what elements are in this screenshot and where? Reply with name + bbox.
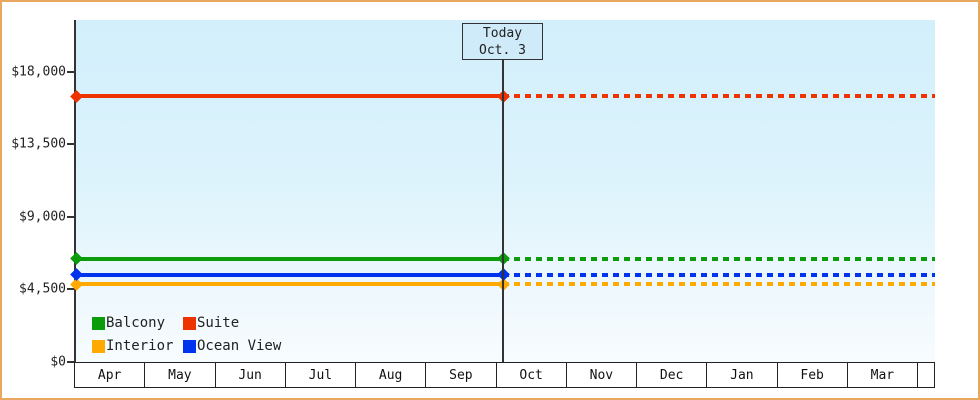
series-line-solid (76, 256, 503, 261)
y-axis-tick-label: $4,500 (19, 281, 66, 297)
legend-label: Ocean View (197, 338, 282, 354)
series-line-dashed-projection (503, 256, 935, 261)
legend-label: Suite (197, 315, 240, 331)
legend-swatch-icon (92, 316, 105, 330)
today-annotation-label: Today (482, 25, 523, 41)
month-cell-jul: Jul (284, 363, 355, 387)
series-line-dashed-projection (503, 272, 935, 277)
y-axis-line (74, 20, 76, 364)
y-axis-tick (67, 71, 74, 73)
legend-swatch-icon (183, 339, 196, 353)
month-cell-mar: Mar (846, 363, 917, 387)
y-axis-tick (67, 288, 74, 291)
y-axis-tick (67, 215, 74, 218)
y-axis-tick-label: $13,500 (11, 136, 66, 152)
month-cell-nov: Nov (565, 363, 636, 387)
series-line-dashed-projection (503, 94, 935, 99)
month-cell-jun: Jun (214, 363, 285, 387)
legend-item-suite[interactable]: Suite (183, 315, 239, 331)
month-cell-filler (917, 363, 934, 387)
legend-item-balcony[interactable]: Balcony (92, 315, 165, 331)
y-axis-tick-label: $9,000 (19, 209, 66, 225)
today-annotation-date: Oct. 3 (479, 42, 526, 58)
x-axis-month-table: Apr May Jun Jul Aug Sep Oct Nov Dec Jan Feb Mar (74, 362, 935, 388)
legend-swatch-icon (92, 339, 105, 353)
y-axis-tick-label: $0 (50, 354, 66, 369)
y-axis-tick (67, 143, 74, 146)
month-cell-jan: Jan (706, 363, 776, 387)
month-cell-aug: Aug (355, 363, 425, 387)
month-cell-apr: Apr (97, 367, 122, 383)
series-line-solid (76, 272, 503, 277)
legend-item-interior[interactable]: Interior (92, 338, 173, 354)
today-vertical-line (502, 59, 504, 362)
series-line-solid (76, 282, 503, 287)
legend-label: Interior (106, 338, 174, 354)
legend-swatch-icon (183, 316, 196, 330)
legend-label: Balcony (106, 315, 166, 331)
month-cell-feb: Feb (776, 363, 847, 387)
month-cell-oct: Oct (495, 363, 566, 387)
month-cell-dec: Dec (636, 363, 706, 387)
y-axis-tick-label: $18,000 (11, 64, 66, 80)
today-annotation: Today Oct. 3 (462, 23, 543, 60)
month-cell-sep: Sep (425, 363, 495, 387)
series-line-solid (76, 94, 503, 99)
month-cell-may: May (144, 363, 214, 387)
plot-area (76, 20, 935, 362)
legend-item-ocean-view[interactable]: Ocean View (183, 338, 281, 354)
y-axis-tick (67, 360, 74, 363)
series-line-dashed-projection (503, 282, 935, 287)
